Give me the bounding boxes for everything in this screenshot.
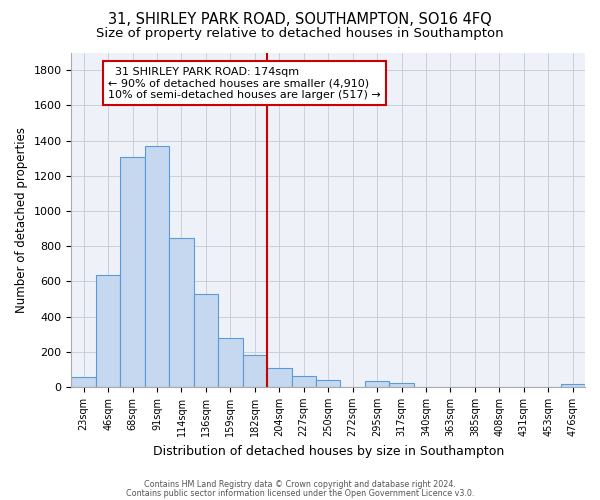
- Text: Contains HM Land Registry data © Crown copyright and database right 2024.: Contains HM Land Registry data © Crown c…: [144, 480, 456, 489]
- Bar: [145, 146, 169, 387]
- Bar: [96, 275, 121, 387]
- Bar: [169, 238, 194, 387]
- Bar: [218, 338, 242, 387]
- Bar: [121, 157, 145, 387]
- Bar: [365, 381, 389, 387]
- Bar: [560, 384, 585, 387]
- Bar: [242, 354, 267, 387]
- Text: Contains public sector information licensed under the Open Government Licence v3: Contains public sector information licen…: [126, 488, 474, 498]
- Bar: [267, 368, 292, 387]
- Text: 31 SHIRLEY PARK ROAD: 174sqm
← 90% of detached houses are smaller (4,910)
10% of: 31 SHIRLEY PARK ROAD: 174sqm ← 90% of de…: [108, 66, 381, 100]
- Y-axis label: Number of detached properties: Number of detached properties: [15, 126, 28, 312]
- Text: 31, SHIRLEY PARK ROAD, SOUTHAMPTON, SO16 4FQ: 31, SHIRLEY PARK ROAD, SOUTHAMPTON, SO16…: [108, 12, 492, 28]
- Bar: [71, 378, 96, 387]
- Bar: [194, 294, 218, 387]
- X-axis label: Distribution of detached houses by size in Southampton: Distribution of detached houses by size …: [152, 444, 504, 458]
- Text: Size of property relative to detached houses in Southampton: Size of property relative to detached ho…: [96, 28, 504, 40]
- Bar: [316, 380, 340, 387]
- Bar: [292, 376, 316, 387]
- Bar: [389, 382, 414, 387]
